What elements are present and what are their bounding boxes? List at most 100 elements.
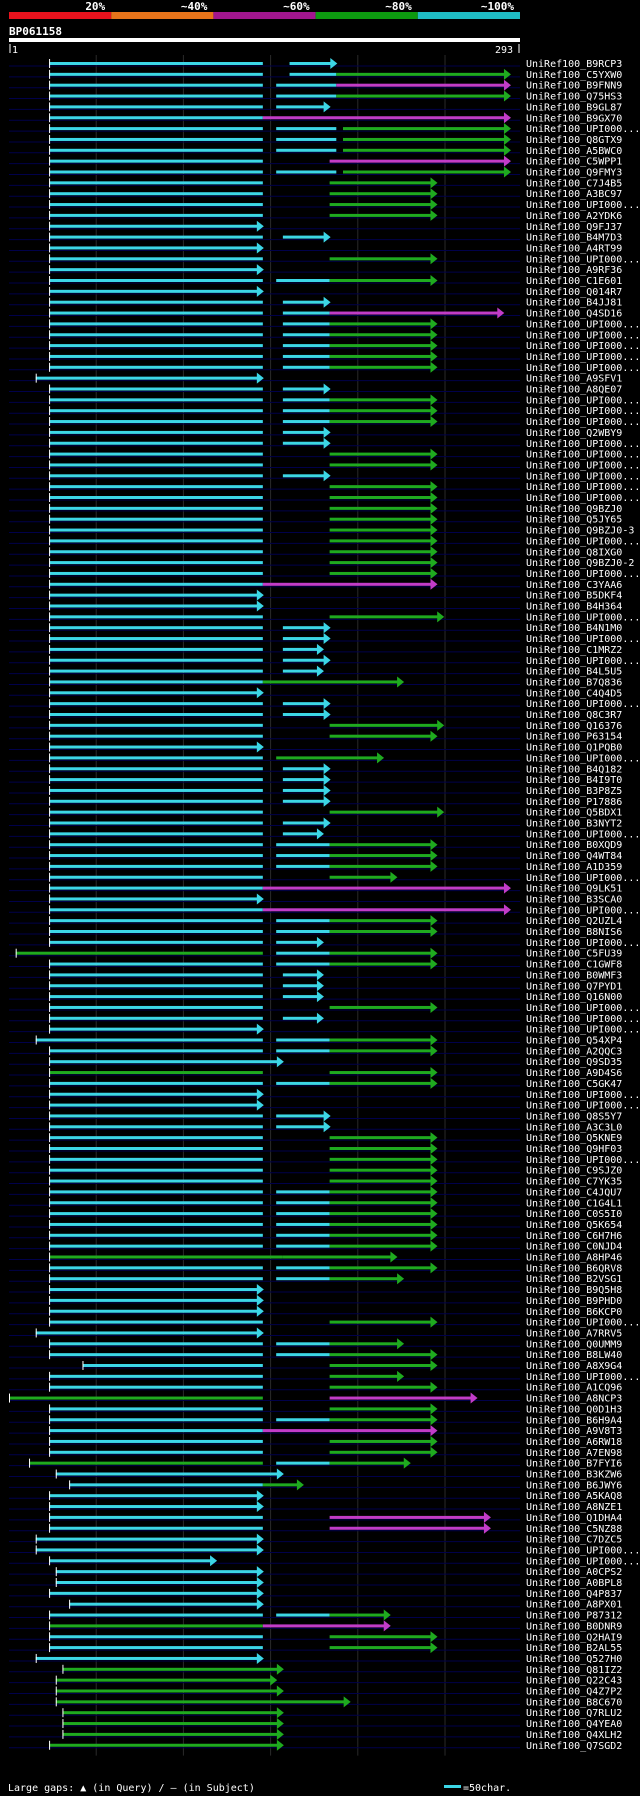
hit-label[interactable]: UniRef100_UPI000... [526, 341, 640, 352]
hit-label[interactable]: UniRef100_UPI000... [526, 1556, 640, 1567]
hit-label[interactable]: UniRef100_P17886 [526, 797, 622, 808]
hit-label[interactable]: UniRef100_Q4XLH2 [526, 1730, 622, 1741]
hit-label[interactable]: UniRef100_C6H7H6 [526, 1231, 622, 1242]
hit-label[interactable]: UniRef100_Q9BZJ0-3 [526, 526, 634, 537]
hit-label[interactable]: UniRef100_Q54XP4 [526, 1036, 622, 1047]
hit-label[interactable]: UniRef100_UPI000... [526, 1025, 640, 1036]
hit-label[interactable]: UniRef100_B0XQD9 [526, 840, 622, 851]
hit-label[interactable]: UniRef100_C5WPP1 [526, 157, 622, 168]
hit-label[interactable]: UniRef100_Q16376 [526, 721, 622, 732]
hit-label[interactable]: UniRef100_C7DZC5 [526, 1535, 622, 1546]
hit-label[interactable]: UniRef100_B2AL55 [526, 1643, 622, 1654]
hit-label[interactable]: UniRef100_B8C670 [526, 1697, 622, 1708]
hit-label[interactable]: UniRef100_Q8S5Y7 [526, 1111, 622, 1122]
hit-label[interactable]: UniRef100_UPI000... [526, 460, 640, 471]
hit-label[interactable]: UniRef100_UPI000... [526, 829, 640, 840]
hit-label[interactable]: UniRef100_A3C3L0 [526, 1122, 622, 1133]
hit-label[interactable]: UniRef100_UPI000... [526, 656, 640, 667]
hit-label[interactable]: UniRef100_Q4WT84 [526, 851, 622, 862]
hit-label[interactable]: UniRef100_A0CPS2 [526, 1567, 622, 1578]
hit-label[interactable]: UniRef100_UPI000... [526, 406, 640, 417]
hit-label[interactable]: UniRef100_B3SCA0 [526, 894, 622, 905]
hit-label[interactable]: UniRef100_B3KZW6 [526, 1470, 622, 1481]
hit-label[interactable]: UniRef100_C5GK47 [526, 1079, 622, 1090]
hit-label[interactable]: UniRef100_B7Q836 [526, 677, 622, 688]
hit-label[interactable]: UniRef100_C5YXW0 [526, 70, 622, 81]
hit-label[interactable]: UniRef100_B6JWY6 [526, 1480, 622, 1491]
hit-label[interactable]: UniRef100_Q014R7 [526, 287, 622, 298]
hit-label[interactable]: UniRef100_A3BC97 [526, 189, 622, 200]
hit-label[interactable]: UniRef100_UPI000... [526, 254, 640, 265]
hit-label[interactable]: UniRef100_Q2HAI9 [526, 1632, 622, 1643]
hit-label[interactable]: UniRef100_A1D359 [526, 862, 622, 873]
hit-label[interactable]: UniRef100_A9SFV1 [526, 374, 622, 385]
hit-label[interactable]: UniRef100_B8LW40 [526, 1350, 622, 1361]
hit-label[interactable]: UniRef100_A8PX01 [526, 1600, 622, 1611]
hit-label[interactable]: UniRef100_Q75HS3 [526, 92, 622, 103]
hit-label[interactable]: UniRef100_UPI000... [526, 1014, 640, 1025]
hit-label[interactable]: UniRef100_Q2UZL4 [526, 916, 622, 927]
hit-label[interactable]: UniRef100_Q9FJ37 [526, 222, 622, 233]
hit-label[interactable]: UniRef100_B2VSG1 [526, 1274, 622, 1285]
hit-label[interactable]: UniRef100_A2YDK6 [526, 211, 622, 222]
hit-label[interactable]: UniRef100_UPI000... [526, 1101, 640, 1112]
hit-label[interactable]: UniRef100_UPI000... [526, 200, 640, 211]
hit-label[interactable]: UniRef100_B9RCP3 [526, 59, 622, 70]
hit-label[interactable]: UniRef100_Q9HF03 [526, 1144, 622, 1155]
hit-label[interactable]: UniRef100_Q5KNE9 [526, 1133, 622, 1144]
hit-label[interactable]: UniRef100_B5DKF4 [526, 591, 622, 602]
hit-label[interactable]: UniRef100_A8X9G4 [526, 1361, 622, 1372]
hit-label[interactable]: UniRef100_P63154 [526, 732, 622, 743]
hit-label[interactable]: UniRef100_UPI000... [526, 634, 640, 645]
hit-label[interactable]: UniRef100_P87312 [526, 1611, 622, 1622]
hit-label[interactable]: UniRef100_A6RW18 [526, 1437, 622, 1448]
hit-label[interactable]: UniRef100_B4JJ81 [526, 298, 622, 309]
hit-label[interactable]: UniRef100_Q16N00 [526, 992, 622, 1003]
hit-label[interactable]: UniRef100_Q0D1H3 [526, 1404, 622, 1415]
hit-label[interactable]: UniRef100_A8NCP3 [526, 1394, 622, 1405]
hit-label[interactable]: UniRef100_Q7PYD1 [526, 981, 622, 992]
hit-label[interactable]: UniRef100_B8NIS6 [526, 927, 622, 938]
hit-label[interactable]: UniRef100_UPI000... [526, 319, 640, 330]
hit-label[interactable]: UniRef100_B6QRV8 [526, 1263, 622, 1274]
hit-label[interactable]: UniRef100_C1MRZ2 [526, 645, 622, 656]
hit-label[interactable]: UniRef100_UPI000... [526, 612, 640, 623]
hit-label[interactable]: UniRef100_A7RRV5 [526, 1328, 622, 1339]
hit-label[interactable]: UniRef100_Q2WBY9 [526, 428, 622, 439]
hit-label[interactable]: UniRef100_UPI000... [526, 1155, 640, 1166]
hit-label[interactable]: UniRef100_UPI000... [526, 905, 640, 916]
hit-label[interactable]: UniRef100_Q5K654 [526, 1220, 622, 1231]
hit-label[interactable]: UniRef100_Q7RLU2 [526, 1708, 622, 1719]
hit-label[interactable]: UniRef100_B9FNN9 [526, 81, 622, 92]
hit-label[interactable]: UniRef100_A7EN98 [526, 1448, 622, 1459]
hit-label[interactable]: UniRef100_UPI000... [526, 536, 640, 547]
hit-label[interactable]: UniRef100_UPI000... [526, 124, 640, 135]
hit-label[interactable]: UniRef100_UPI000... [526, 938, 640, 949]
hit-label[interactable]: UniRef100_A1CQ96 [526, 1383, 622, 1394]
hit-label[interactable]: UniRef100_Q5BDX1 [526, 808, 622, 819]
hit-label[interactable]: UniRef100_UPI000... [526, 873, 640, 884]
hit-label[interactable]: UniRef100_A0BPL8 [526, 1578, 622, 1589]
hit-label[interactable]: UniRef100_B3P8Z5 [526, 786, 622, 797]
hit-label[interactable]: UniRef100_A9D4S6 [526, 1068, 622, 1079]
hit-label[interactable]: UniRef100_Q527H0 [526, 1654, 622, 1665]
hit-label[interactable]: UniRef100_Q9LK51 [526, 884, 622, 895]
hit-label[interactable]: UniRef100_UPI000... [526, 1545, 640, 1556]
hit-label[interactable]: UniRef100_B0WMF3 [526, 970, 622, 981]
hit-label[interactable]: UniRef100_C7J4B5 [526, 178, 622, 189]
hit-label[interactable]: UniRef100_UPI000... [526, 1090, 640, 1101]
hit-label[interactable]: UniRef100_Q8C3R7 [526, 710, 622, 721]
hit-label[interactable]: UniRef100_Q9SD35 [526, 1057, 622, 1068]
hit-label[interactable]: UniRef100_UPI000... [526, 450, 640, 461]
hit-label[interactable]: UniRef100_UPI000... [526, 330, 640, 341]
hit-label[interactable]: UniRef100_A4RT99 [526, 243, 622, 254]
hit-label[interactable]: UniRef100_Q8GTX9 [526, 135, 622, 146]
hit-label[interactable]: UniRef100_Q0UMM9 [526, 1339, 622, 1350]
hit-label[interactable]: UniRef100_UPI000... [526, 569, 640, 580]
hit-label[interactable]: UniRef100_UPI000... [526, 471, 640, 482]
hit-label[interactable]: UniRef100_A8HP46 [526, 1253, 622, 1264]
hit-label[interactable]: UniRef100_C5NZ88 [526, 1524, 622, 1535]
hit-label[interactable]: UniRef100_C9SJZ0 [526, 1166, 622, 1177]
hit-label[interactable]: UniRef100_UPI000... [526, 352, 640, 363]
hit-label[interactable]: UniRef100_UPI000... [526, 395, 640, 406]
